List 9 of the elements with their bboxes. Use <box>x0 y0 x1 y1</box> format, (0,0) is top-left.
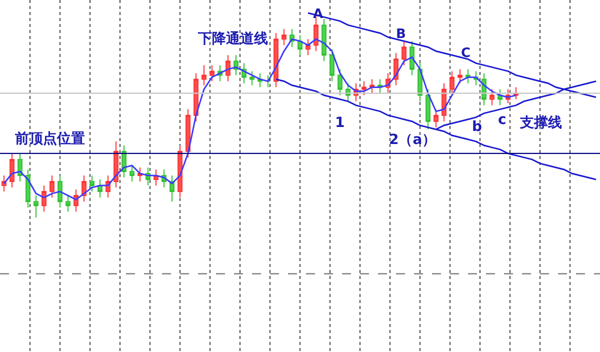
annotation: b <box>472 119 482 135</box>
annotation: B <box>396 27 406 42</box>
annotation: 支撑线 <box>519 115 562 131</box>
annotation: 下降通道线 <box>197 30 268 47</box>
annotation: 1 <box>335 115 345 131</box>
annotation: C <box>461 46 471 61</box>
annotation: c <box>498 112 506 128</box>
annotation: 2（a） <box>389 132 436 148</box>
ref-line-label: 前顶点位置 <box>14 131 85 147</box>
